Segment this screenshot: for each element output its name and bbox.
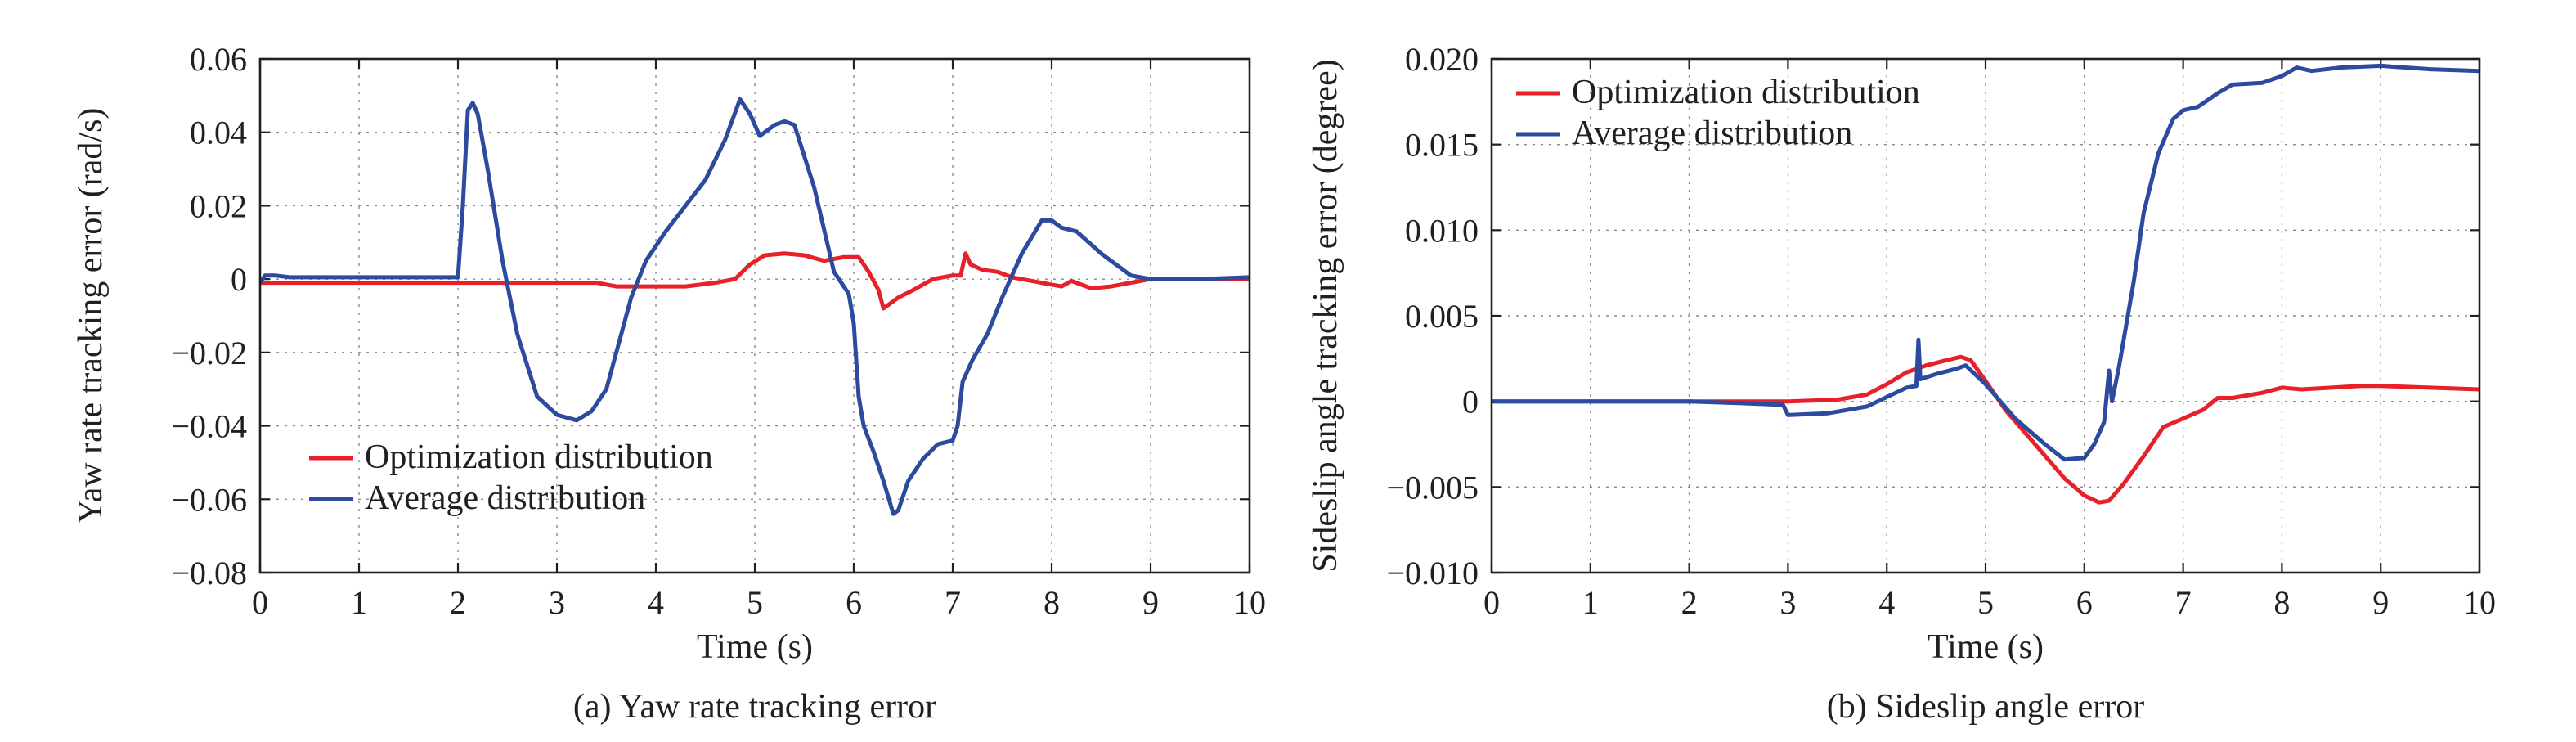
b-x-tick-label-1: 1 xyxy=(1582,584,1599,621)
b-x-tick-label-10: 10 xyxy=(2463,584,2496,621)
a-caption: (a) Yaw rate tracking error xyxy=(573,688,936,726)
b-x-axis-label: Time (s) xyxy=(1928,628,2044,666)
a-x-tick-label-3: 3 xyxy=(549,584,565,621)
b-series-line-0 xyxy=(1492,354,2480,505)
a-series-line-0 xyxy=(260,251,1250,311)
a-x-tick-label-2: 2 xyxy=(450,584,466,621)
b-x-tick-label-5: 5 xyxy=(1977,584,1994,621)
b-x-tick-label-2: 2 xyxy=(1681,584,1698,621)
b-x-tick-label-0: 0 xyxy=(1483,584,1500,621)
a-y-tick-label-6: 0.04 xyxy=(190,115,247,151)
a-x-tick-label-7: 7 xyxy=(945,584,961,621)
a-x-tick-label-9: 9 xyxy=(1142,584,1159,621)
a-y-tick-label-4: 0 xyxy=(231,261,247,298)
a-y-tick-label-5: 0.02 xyxy=(190,187,247,224)
b-plot-frame xyxy=(1490,57,2481,574)
b-caption: (b) Sideslip angle error xyxy=(1827,688,2144,726)
b-y-tick-label-1: −0.005 xyxy=(1386,469,1479,506)
a-x-tick-label-8: 8 xyxy=(1043,584,1060,621)
b-y-axis-label: Sideslip angle tracking error (degree) xyxy=(1307,59,1344,572)
b-y-tick-label-2: 0 xyxy=(1462,384,1479,420)
panel-a-yaw-rate: 0 1 2 3 4 5 6 7 8 9 10 −0.08 −0.06 −0.04 −0.02 0 0.02 0.0… xyxy=(72,41,1266,726)
a-y-tick-label-7: 0.06 xyxy=(190,41,247,78)
a-plot-frame xyxy=(258,57,1251,574)
a-x-tick-label-1: 1 xyxy=(351,584,367,621)
b-x-tick-label-4: 4 xyxy=(1878,584,1895,621)
b-x-tick-label-3: 3 xyxy=(1779,584,1796,621)
b-legend-label-1: Average distribution xyxy=(1572,115,1852,152)
a-legend-label-0: Optimization distribution xyxy=(365,438,713,476)
a-x-tick-label-6: 6 xyxy=(846,584,862,621)
a-y-tick-label-0: −0.08 xyxy=(171,555,247,591)
a-x-tick-label-10: 10 xyxy=(1233,584,1266,621)
b-legend-label-0: Optimization distribution xyxy=(1572,74,1920,111)
a-x-tick-label-5: 5 xyxy=(747,584,763,621)
b-x-tick-label-7: 7 xyxy=(2175,584,2192,621)
b-y-tick-label-5: 0.015 xyxy=(1405,127,1479,164)
a-x-tick-label-4: 4 xyxy=(648,584,664,621)
a-y-tick-label-2: −0.04 xyxy=(171,408,247,445)
panel-b-sideslip-angle: 0 1 2 3 4 5 6 7 8 9 10 −0.010 −0.005 0 0.005 0.010 0.015… xyxy=(1307,41,2496,726)
b-y-tick-label-6: 0.020 xyxy=(1405,41,1479,78)
b-x-tick-label-9: 9 xyxy=(2372,584,2389,621)
b-y-tick-label-4: 0.010 xyxy=(1405,212,1479,249)
a-x-axis-label: Time (s) xyxy=(697,628,813,666)
a-series-line-1 xyxy=(260,97,1250,516)
a-y-tick-label-3: −0.02 xyxy=(171,335,247,371)
a-x-tick-label-0: 0 xyxy=(252,584,268,621)
a-legend-label-1: Average distribution xyxy=(365,479,645,517)
b-y-tick-label-0: −0.010 xyxy=(1386,555,1479,591)
b-x-tick-label-8: 8 xyxy=(2273,584,2290,621)
a-y-axis-label: Yaw rate tracking error (rad/s) xyxy=(72,108,110,524)
a-y-tick-label-1: −0.06 xyxy=(171,481,247,518)
b-y-tick-label-3: 0.005 xyxy=(1405,298,1479,335)
b-series-line-1 xyxy=(1492,63,2480,462)
b-x-tick-label-6: 6 xyxy=(2076,584,2093,621)
